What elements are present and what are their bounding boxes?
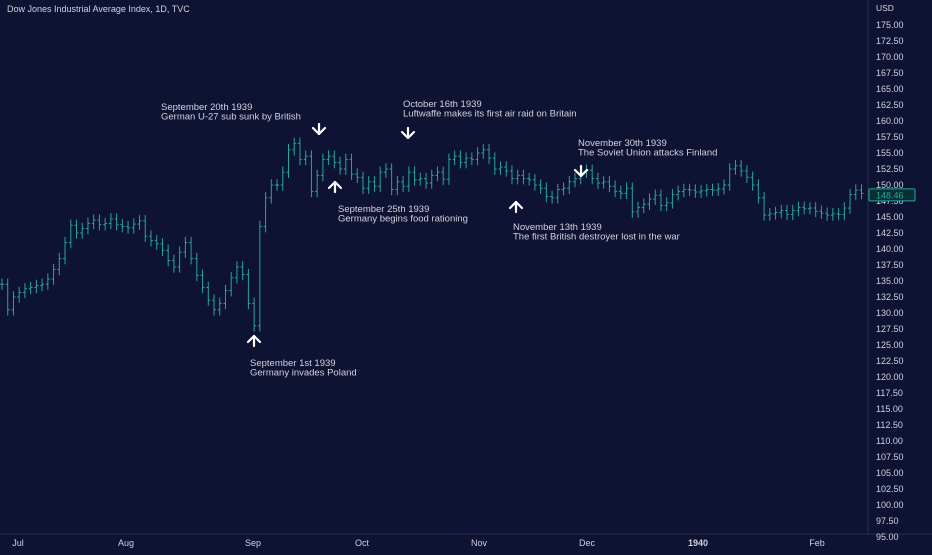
y-tick-label: 122.50 — [876, 356, 904, 366]
y-tick-label: 175.00 — [876, 20, 904, 30]
y-tick-label: 130.00 — [876, 308, 904, 318]
x-tick-label: 1940 — [688, 538, 708, 548]
y-tick-label: 115.00 — [876, 404, 903, 414]
x-tick-label: Feb — [809, 538, 825, 548]
y-tick-label: 125.00 — [876, 340, 904, 350]
y-tick-label: 105.00 — [876, 468, 904, 478]
annotation-date: September 20th 1939 — [161, 102, 252, 113]
y-tick-label: 145.00 — [876, 212, 904, 222]
annotation-date: October 16th 1939 — [403, 99, 482, 110]
arrow-head-icon — [573, 168, 589, 178]
y-tick-label: 107.50 — [876, 452, 904, 462]
last-price-value: 148.46 — [876, 190, 904, 200]
y-tick-label: 95.00 — [876, 532, 899, 542]
arrow-head-icon — [311, 126, 327, 136]
annotation-event: German U-27 sub sunk by British — [161, 112, 301, 123]
y-tick-label: 120.00 — [876, 372, 904, 382]
x-tick-label: Aug — [118, 538, 134, 548]
x-tick-label: Dec — [579, 538, 596, 548]
y-tick-label: 137.50 — [876, 260, 904, 270]
y-tick-label: 112.50 — [876, 420, 903, 430]
y-tick-label: 160.00 — [876, 116, 904, 126]
annotation-event: Luftwaffe makes its first air raid on Br… — [403, 109, 577, 120]
arrow-head-icon — [400, 130, 416, 140]
y-tick-label: 172.50 — [876, 36, 904, 46]
y-tick-label: 152.50 — [876, 164, 904, 174]
annotation-date: November 13th 1939 — [513, 222, 602, 233]
y-tick-label: 170.00 — [876, 52, 904, 62]
ohlc-series — [0, 137, 864, 332]
x-tick-label: Sep — [245, 538, 261, 548]
y-tick-label: 97.50 — [876, 516, 899, 526]
y-tick-label: 167.50 — [876, 68, 904, 78]
x-tick-label: Nov — [471, 538, 488, 548]
annotation-event: The Soviet Union attacks Finland — [578, 148, 717, 159]
arrow-head-icon — [327, 180, 343, 190]
annotation-date: September 1st 1939 — [250, 358, 336, 369]
y-tick-label: 135.00 — [876, 276, 904, 286]
y-tick-label: 100.00 — [876, 500, 904, 510]
y-tick-label: 102.50 — [876, 484, 904, 494]
annotation-event: Germany invades Poland — [250, 368, 357, 379]
annotation-event: The first British destroyer lost in the … — [513, 232, 680, 243]
x-tick-label: Jul — [12, 538, 24, 548]
y-tick-label: 142.50 — [876, 228, 904, 238]
y-tick-label: 140.00 — [876, 244, 904, 254]
y-tick-label: 110.00 — [876, 436, 903, 446]
y-tick-label: 127.50 — [876, 324, 904, 334]
y-tick-label: 132.50 — [876, 292, 904, 302]
arrow-head-icon — [246, 334, 262, 344]
last-price-tag — [868, 188, 916, 202]
annotation-event: Germany begins food rationing — [338, 214, 468, 225]
currency-label: USD — [876, 3, 894, 13]
annotation-date: September 25th 1939 — [338, 204, 429, 215]
arrow-head-icon — [508, 200, 524, 210]
y-tick-label: 157.50 — [876, 132, 904, 142]
y-tick-label: 162.50 — [876, 100, 904, 110]
y-tick-label: 155.00 — [876, 148, 904, 158]
y-tick-label: 117.50 — [876, 388, 903, 398]
x-tick-label: Oct — [355, 538, 370, 548]
y-tick-label: 165.00 — [876, 84, 904, 94]
y-tick-label: 150.00 — [876, 180, 904, 190]
annotation-date: November 30th 1939 — [578, 138, 667, 149]
chart-title: Dow Jones Industrial Average Index, 1D, … — [7, 4, 190, 14]
